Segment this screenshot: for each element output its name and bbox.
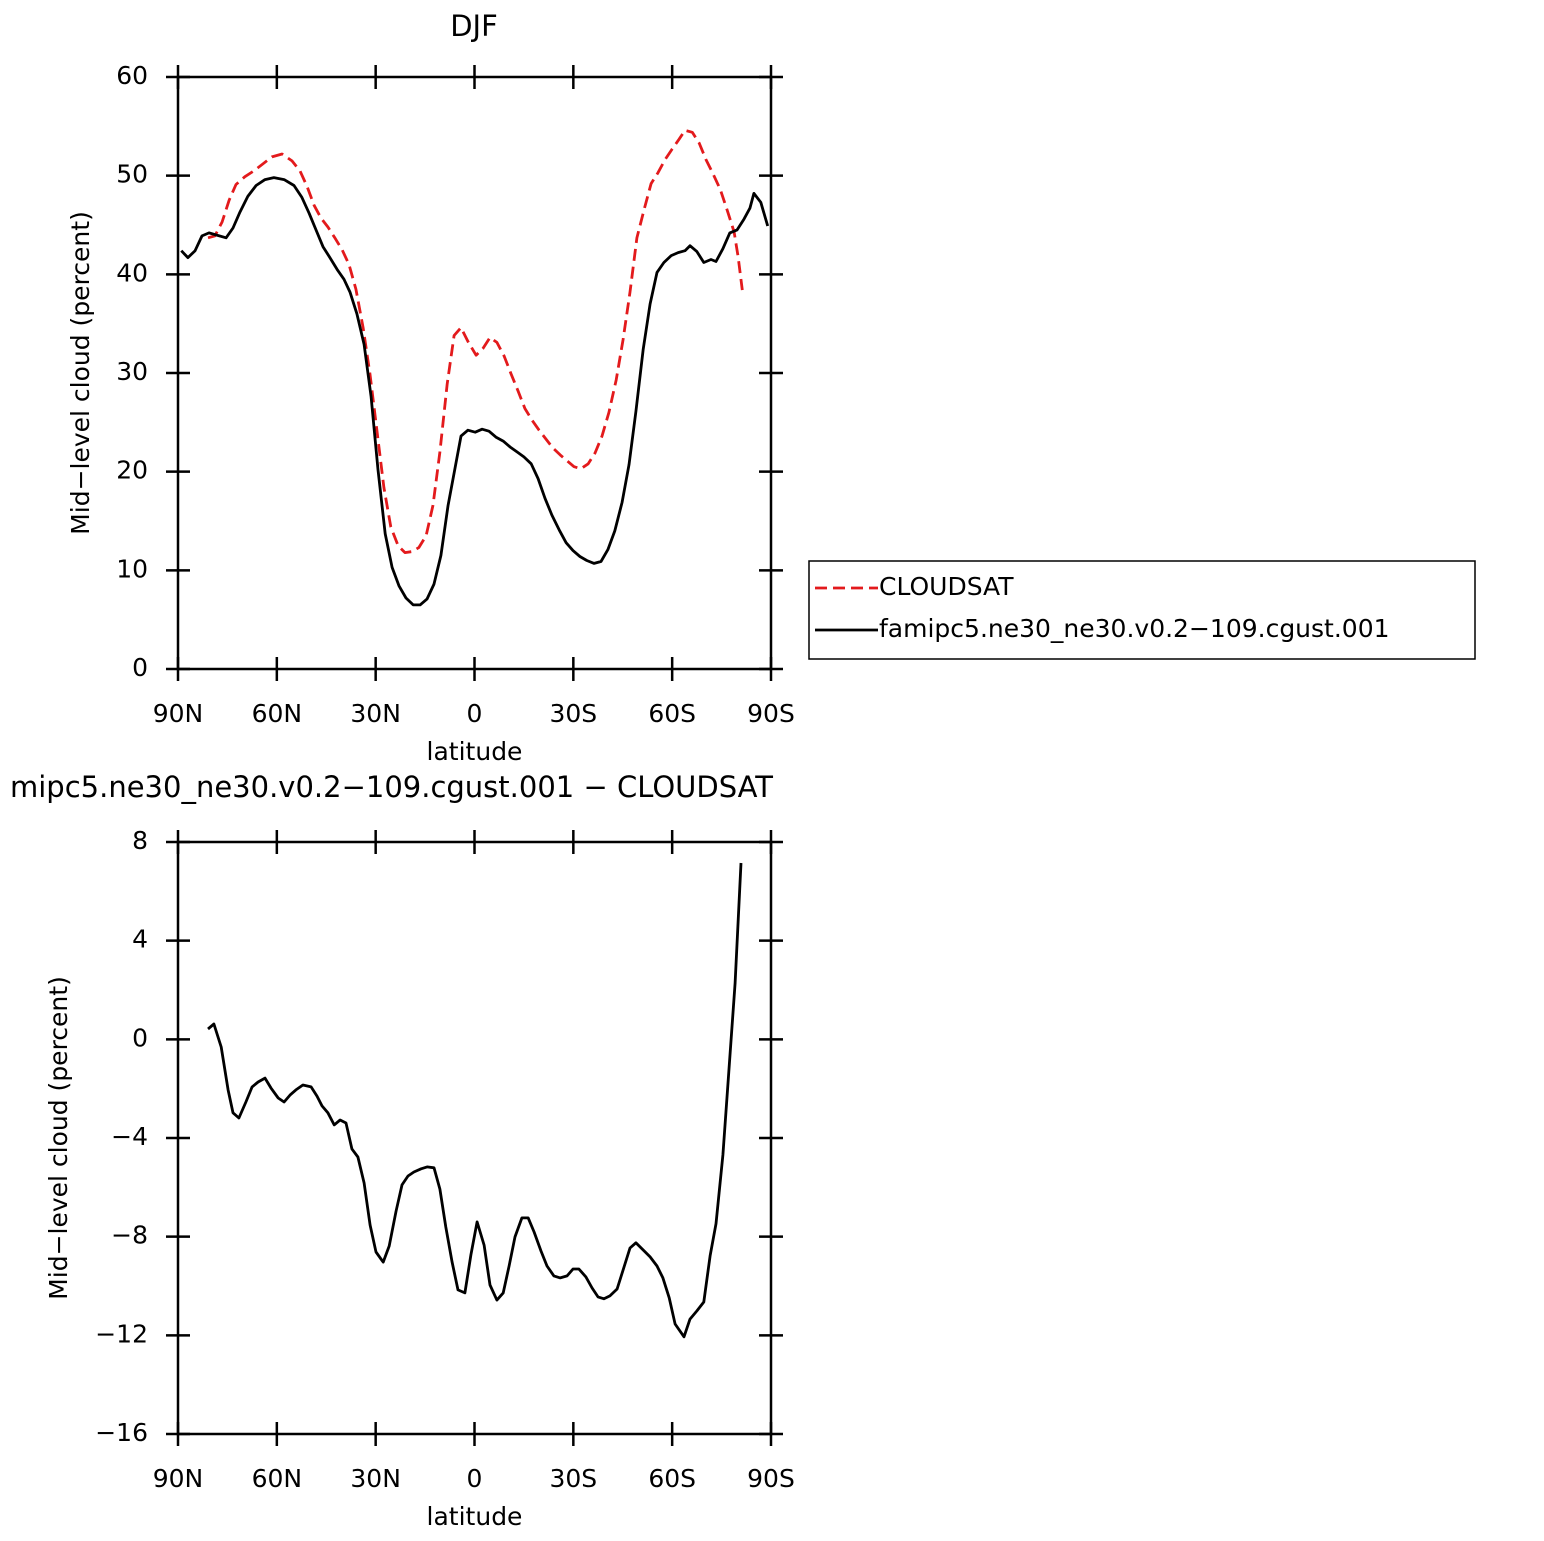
x-tick-label: 30S [549, 1464, 597, 1493]
y-tick-label: 20 [116, 456, 148, 485]
x-tick-label: 0 [467, 699, 483, 728]
x-tick-label: 30S [549, 699, 597, 728]
y-tick-label: 8 [132, 826, 148, 855]
data-line [180, 176, 770, 607]
x-tick-label: 60S [648, 699, 696, 728]
data-line [207, 862, 743, 1339]
x-tick-label: 60N [252, 1464, 303, 1493]
y-tick-label: −8 [111, 1221, 148, 1250]
y-tick-label: 0 [132, 653, 148, 682]
y-tick-label: 30 [116, 357, 148, 386]
x-axis-label: latitude [427, 737, 523, 766]
legend-label: CLOUDSAT [879, 572, 1014, 601]
data-line [207, 128, 744, 554]
x-tick-label: 30N [350, 699, 401, 728]
y-tick-label: 10 [116, 554, 148, 583]
legend-box [808, 560, 1476, 660]
y-tick-label: 40 [116, 258, 148, 287]
y-tick-label: 0 [132, 1023, 148, 1052]
y-tick-label: −16 [95, 1418, 148, 1447]
x-tick-label: 0 [467, 1464, 483, 1493]
x-axis-label: latitude [427, 1502, 523, 1531]
x-tick-label: 90N [153, 1464, 204, 1493]
x-tick-label: 60S [648, 1464, 696, 1493]
y-tick-label: 50 [116, 160, 148, 189]
plot-frame [176, 75, 773, 671]
y-tick-label: 60 [116, 61, 148, 90]
x-tick-label: 90S [747, 1464, 795, 1493]
chart-title: mipc5.ne30_ne30.v0.2−109.cgust.001 − CLO… [10, 770, 773, 804]
y-tick-label: −4 [111, 1122, 148, 1151]
y-axis-label: Mid−level cloud (percent) [66, 211, 95, 535]
x-tick-label: 30N [350, 1464, 401, 1493]
y-axis-label: Mid−level cloud (percent) [44, 976, 73, 1300]
x-tick-label: 60N [252, 699, 303, 728]
chart-title: DJF [450, 9, 498, 43]
y-tick-label: 4 [132, 925, 148, 954]
legend-label: famipc5.ne30_ne30.v0.2−109.cgust.001 [879, 614, 1390, 643]
y-tick-label: −12 [95, 1319, 148, 1348]
x-tick-label: 90N [153, 699, 204, 728]
plot-frame [176, 840, 773, 1436]
x-tick-label: 90S [747, 699, 795, 728]
